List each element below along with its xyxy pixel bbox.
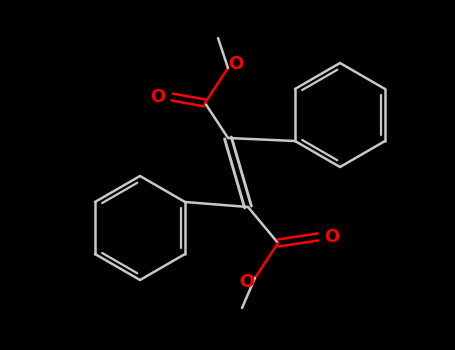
- Text: O: O: [324, 228, 339, 246]
- Text: O: O: [150, 88, 166, 106]
- Text: O: O: [239, 273, 255, 291]
- Text: O: O: [228, 55, 243, 73]
